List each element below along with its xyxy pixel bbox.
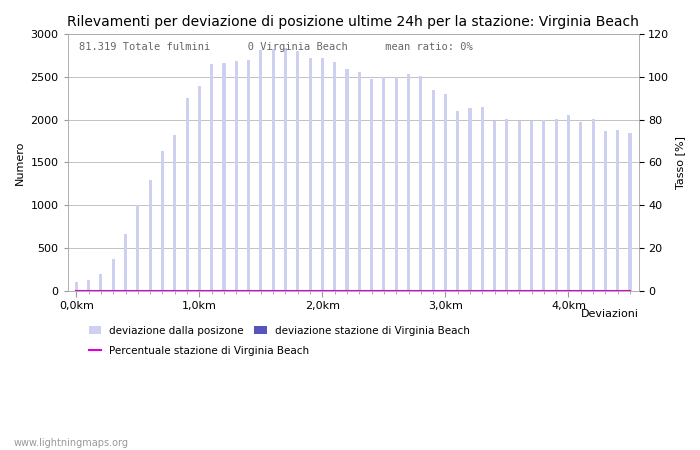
Bar: [99, 274, 102, 291]
Text: Deviazioni: Deviazioni: [580, 309, 638, 319]
Bar: [419, 76, 422, 291]
Bar: [444, 94, 447, 291]
Y-axis label: Tasso [%]: Tasso [%]: [675, 136, 685, 189]
Bar: [333, 62, 336, 291]
Percentuale stazione di Virginia Beach: [355, 288, 363, 293]
Bar: [554, 119, 558, 291]
Percentuale stazione di Virginia Beach: [466, 288, 474, 293]
Bar: [234, 61, 238, 291]
Percentuale stazione di Virginia Beach: [232, 288, 241, 293]
Percentuale stazione di Virginia Beach: [85, 288, 93, 293]
Percentuale stazione di Virginia Beach: [429, 288, 438, 293]
Bar: [592, 119, 594, 291]
Bar: [481, 107, 484, 291]
Bar: [136, 205, 139, 291]
Bar: [161, 150, 164, 291]
Percentuale stazione di Virginia Beach: [257, 288, 265, 293]
Bar: [518, 121, 521, 291]
Title: Rilevamenti per deviazione di posizione ultime 24h per la stazione: Virginia Bea: Rilevamenti per deviazione di posizione …: [67, 15, 639, 29]
Percentuale stazione di Virginia Beach: [171, 288, 179, 293]
Bar: [616, 130, 620, 291]
Percentuale stazione di Virginia Beach: [207, 288, 216, 293]
Bar: [124, 234, 127, 291]
Legend: Percentuale stazione di Virginia Beach: Percentuale stazione di Virginia Beach: [84, 342, 314, 360]
Percentuale stazione di Virginia Beach: [515, 288, 524, 293]
Percentuale stazione di Virginia Beach: [183, 288, 191, 293]
Percentuale stazione di Virginia Beach: [552, 288, 561, 293]
Bar: [505, 119, 508, 291]
Bar: [223, 63, 225, 291]
Bar: [382, 77, 386, 291]
Percentuale stazione di Virginia Beach: [379, 288, 388, 293]
Percentuale stazione di Virginia Beach: [109, 288, 118, 293]
Bar: [493, 122, 496, 291]
Bar: [198, 86, 201, 291]
Percentuale stazione di Virginia Beach: [72, 288, 80, 293]
Bar: [542, 120, 545, 291]
Percentuale stazione di Virginia Beach: [368, 288, 376, 293]
Bar: [456, 111, 459, 291]
Text: 81.319 Totale fulmini      0 Virginia Beach      mean ratio: 0%: 81.319 Totale fulmini 0 Virginia Beach m…: [79, 42, 473, 52]
Percentuale stazione di Virginia Beach: [220, 288, 228, 293]
Percentuale stazione di Virginia Beach: [503, 288, 511, 293]
Y-axis label: Numero: Numero: [15, 140, 25, 184]
Bar: [530, 122, 533, 291]
Percentuale stazione di Virginia Beach: [441, 288, 449, 293]
Bar: [432, 90, 435, 291]
Percentuale stazione di Virginia Beach: [306, 288, 314, 293]
Bar: [579, 122, 582, 291]
Percentuale stazione di Virginia Beach: [491, 288, 499, 293]
Percentuale stazione di Virginia Beach: [318, 288, 327, 293]
Percentuale stazione di Virginia Beach: [613, 288, 622, 293]
Percentuale stazione di Virginia Beach: [146, 288, 154, 293]
Bar: [272, 49, 274, 291]
Percentuale stazione di Virginia Beach: [134, 288, 142, 293]
Bar: [567, 115, 570, 291]
Text: www.lightningmaps.org: www.lightningmaps.org: [14, 437, 129, 447]
Percentuale stazione di Virginia Beach: [269, 288, 277, 293]
Bar: [309, 58, 312, 291]
Percentuale stazione di Virginia Beach: [195, 288, 204, 293]
Bar: [173, 135, 176, 291]
Bar: [321, 58, 324, 291]
Bar: [112, 259, 115, 291]
Bar: [148, 180, 152, 291]
Bar: [346, 68, 349, 291]
Bar: [247, 60, 250, 291]
Bar: [407, 75, 410, 291]
Percentuale stazione di Virginia Beach: [97, 288, 105, 293]
Percentuale stazione di Virginia Beach: [281, 288, 290, 293]
Percentuale stazione di Virginia Beach: [454, 288, 462, 293]
Percentuale stazione di Virginia Beach: [405, 288, 413, 293]
Percentuale stazione di Virginia Beach: [392, 288, 400, 293]
Percentuale stazione di Virginia Beach: [330, 288, 339, 293]
Percentuale stazione di Virginia Beach: [416, 288, 425, 293]
Bar: [468, 108, 472, 291]
Bar: [370, 79, 373, 291]
Percentuale stazione di Virginia Beach: [540, 288, 548, 293]
Percentuale stazione di Virginia Beach: [158, 288, 167, 293]
Bar: [395, 77, 398, 291]
Bar: [87, 280, 90, 291]
Bar: [629, 133, 631, 291]
Percentuale stazione di Virginia Beach: [564, 288, 573, 293]
Percentuale stazione di Virginia Beach: [343, 288, 351, 293]
Bar: [284, 48, 287, 291]
Bar: [75, 282, 78, 291]
Bar: [259, 50, 262, 291]
Bar: [296, 51, 300, 291]
Percentuale stazione di Virginia Beach: [121, 288, 130, 293]
Percentuale stazione di Virginia Beach: [293, 288, 302, 293]
Percentuale stazione di Virginia Beach: [527, 288, 536, 293]
Percentuale stazione di Virginia Beach: [601, 288, 610, 293]
Percentuale stazione di Virginia Beach: [478, 288, 486, 293]
Percentuale stazione di Virginia Beach: [244, 288, 253, 293]
Percentuale stazione di Virginia Beach: [589, 288, 597, 293]
Bar: [604, 131, 607, 291]
Percentuale stazione di Virginia Beach: [626, 288, 634, 293]
Bar: [358, 72, 360, 291]
Bar: [186, 99, 188, 291]
Bar: [210, 64, 214, 291]
Percentuale stazione di Virginia Beach: [577, 288, 585, 293]
